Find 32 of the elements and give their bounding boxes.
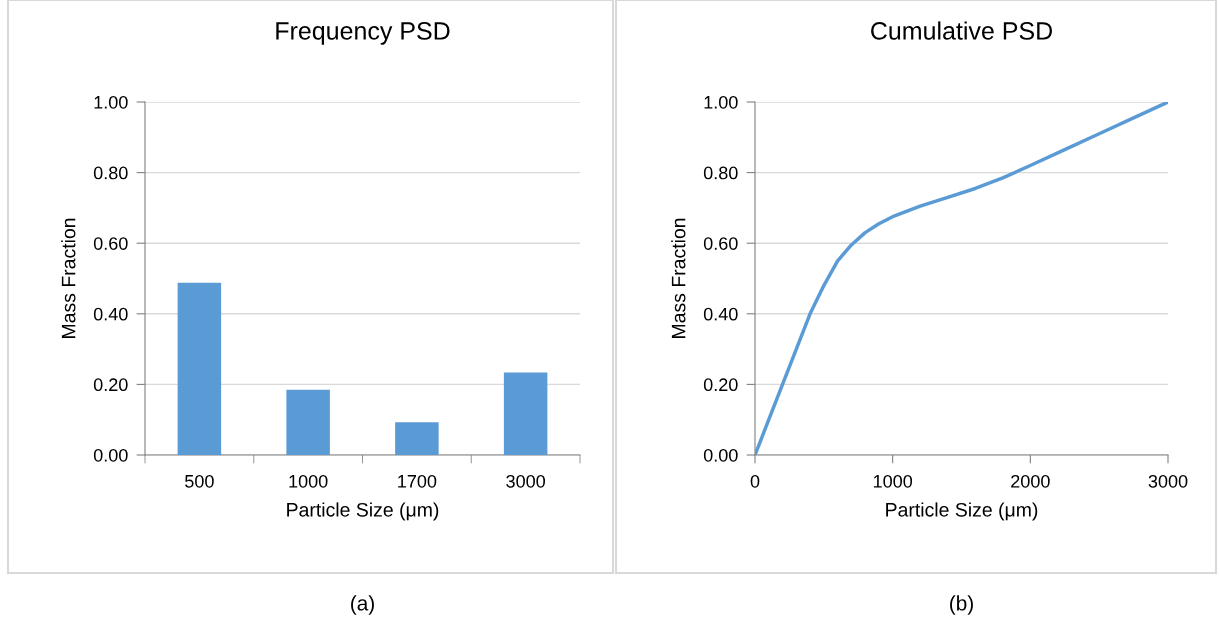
- x-tick-label: 500: [185, 474, 214, 488]
- y-tick-label: 1.00: [94, 95, 128, 109]
- y-tick-label: 0.40: [93, 307, 128, 321]
- y-axis-title: Mass Fraction: [61, 218, 76, 338]
- x-axis-title: Particle Size (μm): [886, 502, 1038, 521]
- x-tick-label: 1000: [873, 474, 913, 488]
- x-tick-label: 1000: [289, 474, 328, 488]
- x-tick-label: 3000: [506, 474, 545, 488]
- x-axis-title: Particle Size (μm): [287, 502, 439, 521]
- y-axis-title: Mass Fraction: [671, 218, 686, 338]
- x-tick-label: 3000: [1148, 474, 1188, 488]
- bar: [503, 372, 548, 455]
- y-tick-label: 1.00: [704, 95, 738, 109]
- text: (b): [950, 595, 973, 615]
- bar: [177, 282, 222, 455]
- y-tick-label: 0.00: [93, 448, 128, 462]
- x-tick-label: 1700: [398, 474, 437, 488]
- y-tick-label: 0.80: [93, 166, 128, 180]
- y-tick-label: 0.80: [703, 166, 738, 180]
- y-tick-label: 0.00: [703, 448, 738, 462]
- y-tick-label: 0.20: [703, 378, 738, 392]
- y-tick-label: 0.60: [93, 237, 128, 250]
- y-tick-label: 0.60: [703, 237, 738, 250]
- bar: [286, 389, 330, 455]
- x-tick-label: 0: [750, 474, 760, 488]
- bar: [395, 422, 439, 455]
- chart-title: Cumulative PSD: [871, 21, 1053, 40]
- text: (a): [351, 595, 374, 615]
- chart-title: Frequency PSD: [276, 22, 450, 45]
- x-tick-label: 2000: [1011, 474, 1050, 488]
- y-tick-label: 0.40: [703, 307, 738, 321]
- y-tick-label: 0.20: [93, 378, 128, 392]
